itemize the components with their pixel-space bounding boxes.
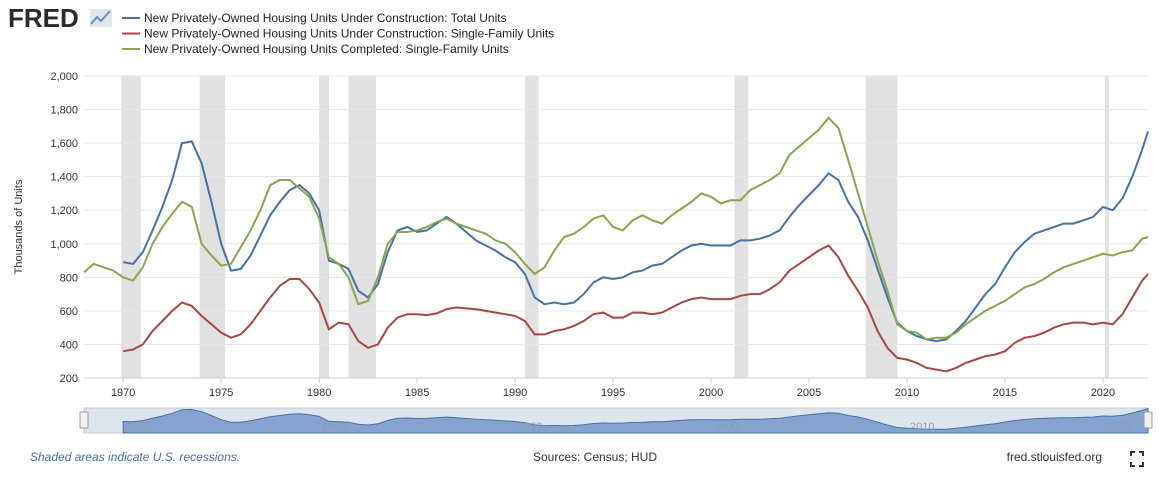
y-axis-title: Thousands of Units xyxy=(13,179,25,274)
y-tick-label: 1,200 xyxy=(50,205,78,217)
series-line xyxy=(123,244,1149,373)
x-tick-label: 1970 xyxy=(111,387,135,399)
recession-band xyxy=(199,76,226,378)
navigator-tick-label: 2000 xyxy=(714,421,738,433)
recession-band xyxy=(348,76,376,378)
source: Sources: Census; HUD xyxy=(533,450,657,464)
x-tick-label: 1980 xyxy=(307,387,331,399)
y-tick-label: 1,800 xyxy=(50,105,78,117)
logo-icon xyxy=(90,9,112,27)
x-tick-label: 2015 xyxy=(993,387,1017,399)
navigator-tick-label: 2010 xyxy=(910,421,934,433)
series-line xyxy=(123,131,1149,343)
y-tick-label: 2,000 xyxy=(50,71,78,83)
navigator-area xyxy=(122,407,1149,434)
x-tick-label: 2005 xyxy=(797,387,821,399)
navigator-tick-label: 1970 xyxy=(126,421,150,433)
x-tick-label: 2000 xyxy=(699,387,723,399)
y-tick-label: 1,600 xyxy=(50,138,78,150)
y-tick-label: 800 xyxy=(60,272,78,284)
recession-band xyxy=(1104,76,1109,378)
y-tick-label: 1,400 xyxy=(50,172,78,184)
y-tick-label: 200 xyxy=(60,373,78,385)
legend-label: New Privately-Owned Housing Units Comple… xyxy=(144,42,509,56)
x-tick-label: 1990 xyxy=(503,387,527,399)
logo: FRED xyxy=(8,3,79,33)
x-tick-label: 1975 xyxy=(209,387,233,399)
y-tick-label: 400 xyxy=(60,339,78,351)
recession-band xyxy=(734,76,749,378)
navigator-tick-label: 1990 xyxy=(518,421,542,433)
site: fred.stlouisfed.org xyxy=(1007,450,1102,464)
y-tick-label: 1,000 xyxy=(50,239,78,251)
recession-band xyxy=(865,76,898,378)
navigator-tick-label: 2020 xyxy=(1106,421,1130,433)
navigator-handle[interactable] xyxy=(1143,411,1153,429)
navigator-tick-label: 1980 xyxy=(322,421,346,433)
recession-band xyxy=(524,76,539,378)
recession-band xyxy=(121,76,141,378)
legend-label: New Privately-Owned Housing Units Under … xyxy=(144,27,554,41)
recession-note: Shaded areas indicate U.S. recessions. xyxy=(30,450,240,464)
x-tick-label: 1995 xyxy=(601,387,625,399)
x-tick-label: 2010 xyxy=(895,387,919,399)
recession-band xyxy=(319,76,329,378)
x-tick-label: 2020 xyxy=(1091,387,1115,399)
y-tick-label: 600 xyxy=(60,306,78,318)
fullscreen-button[interactable] xyxy=(1130,451,1144,467)
series-line xyxy=(83,116,1149,341)
x-tick-label: 1985 xyxy=(405,387,429,399)
legend-label: New Privately-Owned Housing Units Under … xyxy=(144,11,507,25)
navigator-handle[interactable] xyxy=(79,411,89,429)
